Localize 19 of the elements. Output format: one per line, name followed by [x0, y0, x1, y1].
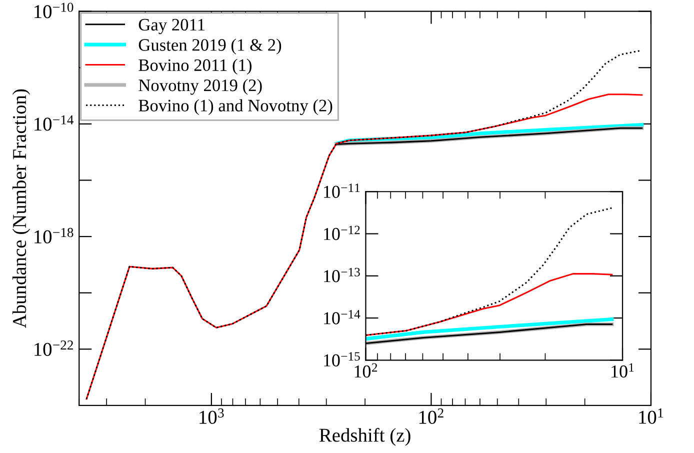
x-tick-label: 10$^{1}$	[639, 408, 664, 424]
y-tick-label: 10$^{−13}$	[324, 268, 360, 282]
legend-label: Gay 2011	[138, 18, 204, 34]
y-tick-label: 10$^{−12}$	[324, 226, 360, 240]
y-tick-label: 10$^{−10}$	[34, 2, 74, 18]
legend-label: Novotny 2019 (2)	[138, 78, 262, 95]
y-tick-label: 10$^{−22}$	[34, 340, 73, 356]
legend-label: Bovino (1) and Novotny (2)	[138, 99, 332, 116]
legend-label: Bovino 2011 (1)	[138, 58, 252, 75]
x-tick-label: 10$^{1}$	[612, 363, 634, 378]
x-tick-label: 10$^{3}$	[200, 408, 224, 424]
y-tick-label: 10$^{−14}$	[324, 310, 360, 324]
x-tick-label: 10$^{2}$	[419, 408, 444, 424]
y-axis-title: Abundance (Number Fraction)	[12, 89, 30, 328]
x-axis-title: Redshift (z)	[319, 428, 410, 446]
y-tick-label: 10$^{−14}$	[34, 115, 74, 131]
y-tick-label: 10$^{−11}$	[324, 184, 360, 198]
y-tick-label: 10$^{−18}$	[34, 228, 74, 244]
legend-label: Gusten 2019 (1 & 2)	[138, 38, 282, 54]
